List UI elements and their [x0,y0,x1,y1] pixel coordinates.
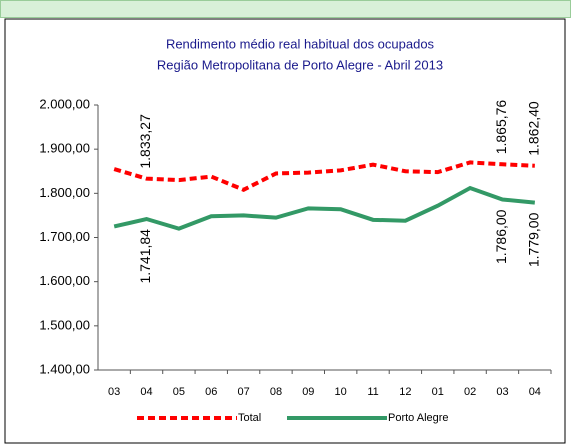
x-tick-label: 04 [529,386,541,398]
x-tick-label: 03 [496,386,508,398]
y-tick-label: 1.900,00 [39,141,90,156]
x-tick-label: 01 [432,386,444,398]
series-line [113,185,536,231]
x-tick-label: 10 [335,386,347,398]
data-label: 1.741,84 [137,229,153,284]
data-label: 1.865,76 [493,100,509,155]
y-tick-label: 1.500,00 [39,317,90,332]
y-tick-label: 1.800,00 [39,185,90,200]
y-tick-label: 2.000,00 [39,96,90,111]
chart-title: Rendimento médio real habitual dos ocupa… [166,36,435,51]
legend-label: Total [238,412,261,424]
y-tick-label: 1.400,00 [39,361,90,376]
data-label: 1.833,27 [137,114,153,169]
data-label: 1.779,00 [526,212,542,267]
y-tick-label: 1.700,00 [39,229,90,244]
x-tick-label: 08 [270,386,282,398]
x-tick-label: 02 [464,386,476,398]
x-tick-label: 05 [173,386,185,398]
series-line [113,160,535,192]
x-tick-label: 06 [205,386,217,398]
chart-subtitle: Região Metropolitana de Porto Alegre - A… [157,57,443,72]
data-label: 1.862,40 [526,101,542,156]
y-tick-label: 1.600,00 [39,273,90,288]
x-tick-label: 09 [302,386,314,398]
x-tick-label: 04 [140,386,152,398]
legend-label: Porto Alegre [388,412,449,424]
x-tick-label: 12 [399,386,411,398]
data-label: 1.786,00 [493,209,509,264]
x-tick-label: 03 [108,386,120,398]
x-tick-label: 07 [237,386,249,398]
x-tick-label: 11 [367,386,378,398]
